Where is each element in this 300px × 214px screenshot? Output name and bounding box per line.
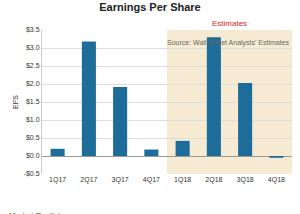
svg-text:Estimates: Estimates xyxy=(212,19,247,28)
svg-text:Earnings Per Share: Earnings Per Share xyxy=(99,1,201,13)
svg-text:$2.0: $2.0 xyxy=(26,80,40,87)
svg-text:3Q18: 3Q18 xyxy=(237,176,254,184)
svg-text:Source: Wall Street Analysts': Source: Wall Street Analysts' Estimates xyxy=(167,39,290,47)
svg-text:$3.0: $3.0 xyxy=(26,44,40,51)
svg-text:4Q17: 4Q17 xyxy=(143,176,160,184)
svg-text:EPS: EPS xyxy=(12,95,19,109)
svg-text:2Q17: 2Q17 xyxy=(80,176,97,184)
svg-text:-$0.5: -$0.5 xyxy=(24,170,40,177)
svg-text:$2.5: $2.5 xyxy=(26,62,40,69)
svg-text:$1.0: $1.0 xyxy=(26,116,40,123)
svg-text:1Q17: 1Q17 xyxy=(49,176,66,184)
svg-text:$3.5: $3.5 xyxy=(26,26,40,33)
svg-text:$1.5: $1.5 xyxy=(26,98,40,105)
svg-text:$0.0: $0.0 xyxy=(26,152,40,159)
svg-text:Market Realist: Market Realist xyxy=(9,211,61,214)
svg-text:2Q18: 2Q18 xyxy=(205,176,222,184)
svg-text:4Q18: 4Q18 xyxy=(268,176,285,184)
svg-text:1Q18: 1Q18 xyxy=(174,176,191,184)
svg-text:$0.5: $0.5 xyxy=(26,134,40,141)
svg-text:3Q17: 3Q17 xyxy=(112,176,129,184)
